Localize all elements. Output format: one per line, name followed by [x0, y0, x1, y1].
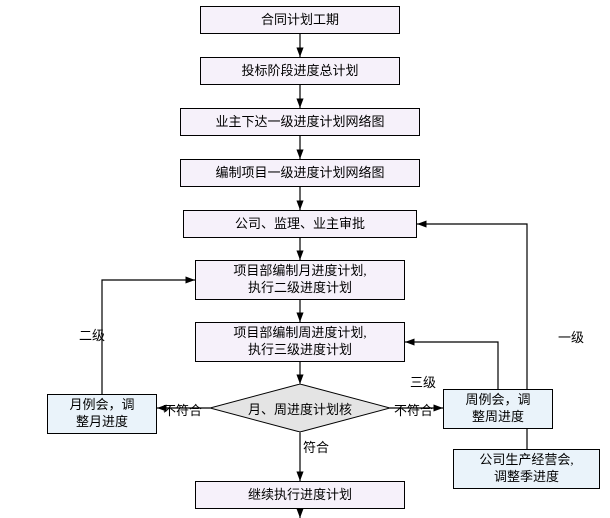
flowchart-canvas: 合同计划工期投标阶段进度总计划业主下达一级进度计划网络图编制项目一级进度计划网络…	[0, 0, 610, 518]
flow-node-n7: 项目部编制周进度计划, 执行三级进度计划	[195, 322, 405, 362]
flow-node-n4: 编制项目一级进度计划网络图	[180, 159, 420, 187]
flow-node-n3: 业主下达一级进度计划网络图	[180, 108, 420, 136]
flow-node-n2: 投标阶段进度总计划	[200, 57, 400, 85]
edge-label-el2: 不符合	[163, 400, 202, 419]
flow-node-n1: 合同计划工期	[200, 6, 400, 34]
edge-label-el3: 符合	[303, 437, 329, 456]
flow-node-n5: 公司、监理、业主审批	[183, 210, 417, 238]
edge-label-el5: 三级	[410, 372, 436, 391]
edge-label-el1: 二级	[79, 325, 105, 344]
edge	[102, 280, 195, 394]
flow-node-sR1: 周例会，调 整周进度	[443, 389, 553, 429]
flow-node-n8: 继续执行进度计划	[195, 481, 405, 509]
decision-label: 月、周进度计划核	[210, 399, 390, 418]
flow-node-sL: 月例会，调 整月进度	[47, 394, 157, 434]
edge-label-el4: 不符合	[394, 400, 433, 419]
flow-node-n6: 项目部编制月进度计划, 执行二级进度计划	[195, 260, 405, 300]
edge-label-el6: 一级	[558, 327, 584, 346]
flow-node-sR2: 公司生产经营会, 调整季进度	[453, 449, 600, 489]
